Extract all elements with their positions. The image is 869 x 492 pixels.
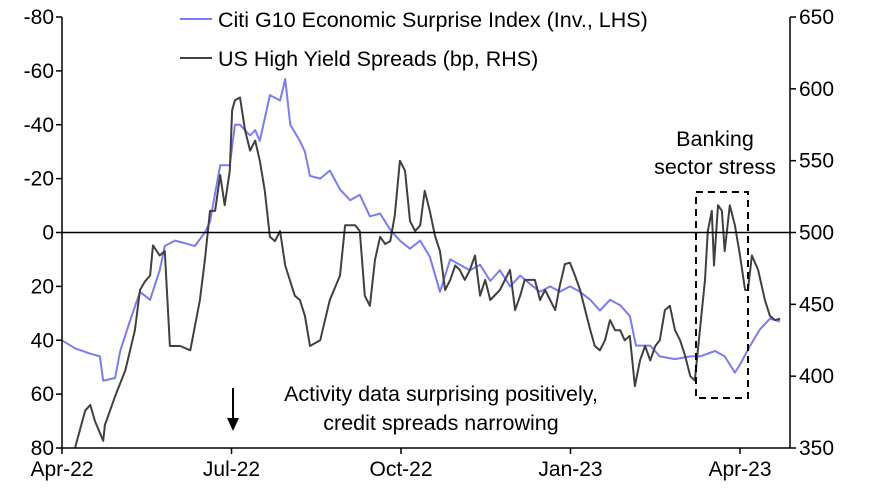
- right-axis-tick-label: 450: [799, 293, 834, 316]
- activity-label-line1: Activity data surprising positively,: [284, 382, 598, 406]
- left-axis-tick-label: -80: [24, 6, 54, 29]
- x-axis-tick-label: Jan-23: [538, 458, 602, 481]
- left-axis-tick-label: 20: [31, 275, 54, 298]
- right-axis-tick-label: 550: [799, 150, 834, 173]
- x-axis-tick-label: Apr-22: [30, 458, 93, 481]
- series-line-hy-spreads: [74, 96, 781, 449]
- left-axis-tick-label: -40: [24, 114, 54, 137]
- legend: Citi G10 Economic Surprise Index (Inv., …: [180, 8, 648, 71]
- right-axis-tick-label: 650: [799, 6, 834, 29]
- legend-label-citi: Citi G10 Economic Surprise Index (Inv., …: [218, 8, 648, 32]
- activity-label-line2: credit spreads narrowing: [323, 411, 558, 435]
- left-axis-tick-label: -20: [24, 168, 54, 191]
- left-axis-tick-label: 80: [31, 437, 54, 460]
- left-axis-tick-label: 60: [31, 383, 54, 406]
- legend-label-hy: US High Yield Spreads (bp, RHS): [218, 47, 538, 71]
- banking-label-line2: sector stress: [654, 155, 776, 179]
- right-axis-tick-label: 600: [799, 78, 834, 101]
- x-axis-tick-label: Apr-23: [708, 458, 771, 481]
- right-axis-tick-label: 350: [799, 437, 834, 460]
- activity-annotation: Activity data surprising positively, cre…: [227, 382, 598, 435]
- banking-annotation: Banking sector stress: [654, 127, 776, 399]
- left-axis-tick-label: 40: [31, 329, 54, 352]
- left-axis-tick-label: -60: [24, 60, 54, 83]
- left-axis-tick-label: 0: [42, 222, 54, 245]
- right-axis-tick-label: 500: [799, 222, 834, 245]
- banking-highlight-box: [695, 191, 749, 399]
- right-axis-tick-label: 400: [799, 365, 834, 388]
- down-arrow-icon: [227, 418, 239, 431]
- series-line-citi-surprise: [61, 78, 781, 382]
- banking-label-line1: Banking: [676, 127, 754, 151]
- x-axis-tick-label: Jul-22: [203, 458, 260, 481]
- x-axis-tick-label: Oct-22: [369, 458, 432, 481]
